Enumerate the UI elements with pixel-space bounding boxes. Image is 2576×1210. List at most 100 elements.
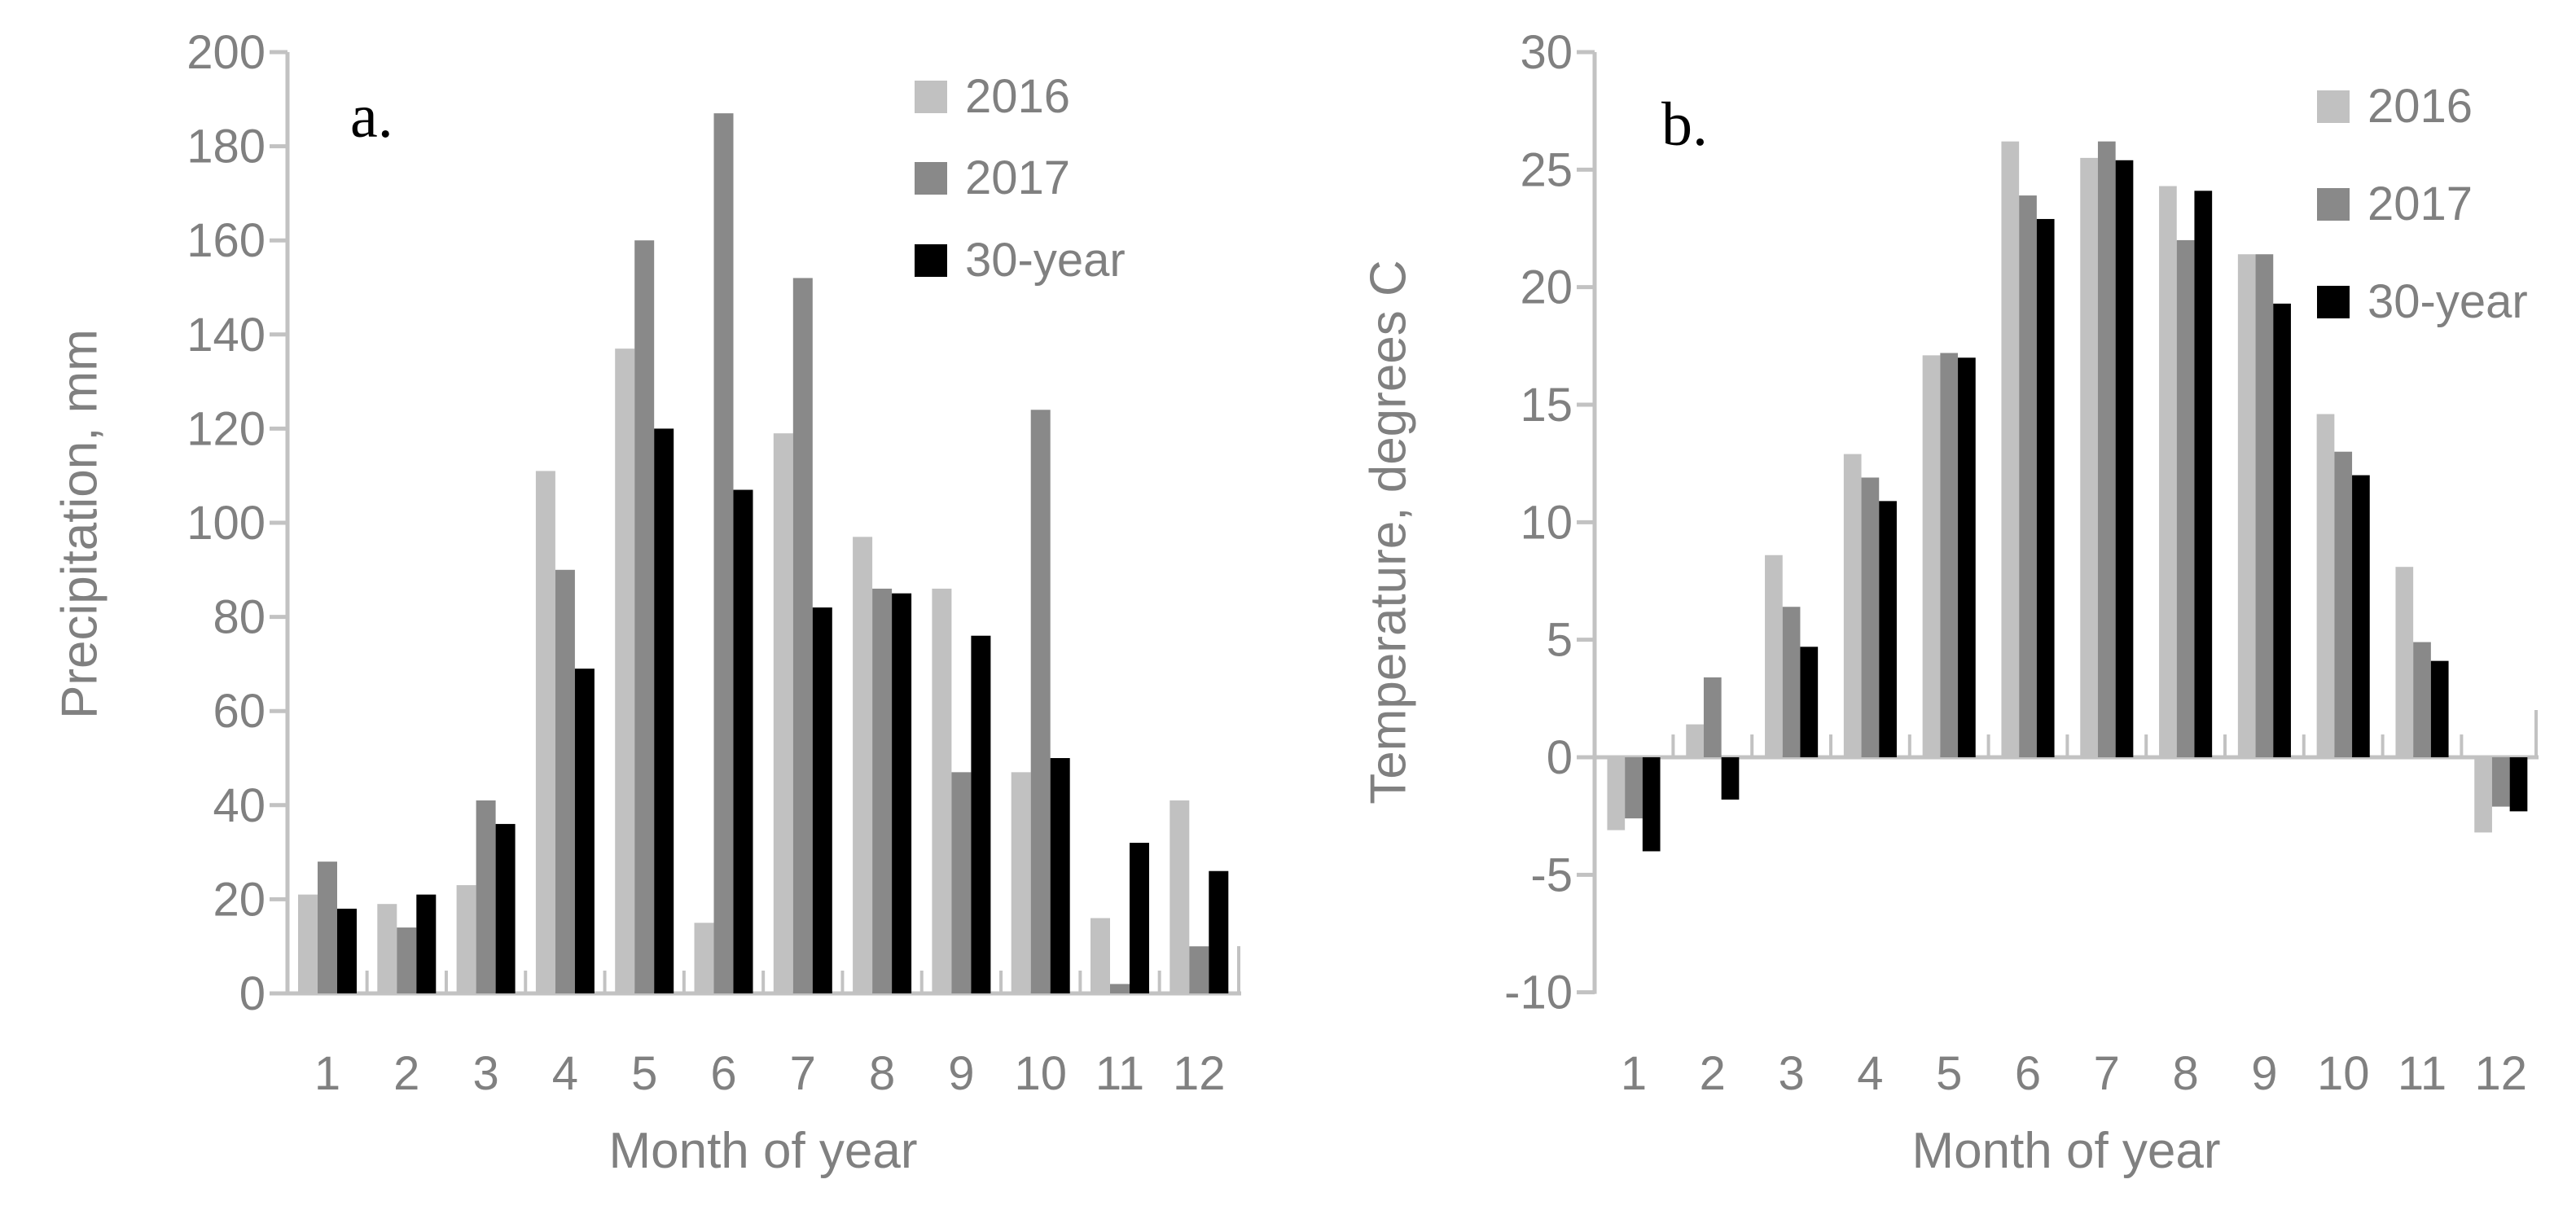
x-tick-label: 7 (2094, 1047, 2120, 1100)
y-tick-label: 100 (187, 497, 265, 550)
bar-2017-m11 (2413, 642, 2431, 757)
bar-2017-m7 (2097, 141, 2116, 757)
x-tick-label: 3 (472, 1047, 498, 1100)
bar-30-year-m4 (574, 669, 595, 993)
bar-2017-m12 (1189, 946, 1209, 993)
x-tick-label: 2 (393, 1047, 419, 1100)
legend-label-30-year-b: 30-year (2368, 275, 2528, 328)
x-tick-label: 3 (1778, 1047, 1804, 1100)
y-tick-label: 0 (239, 967, 265, 1020)
bar-30-year-m10 (2352, 475, 2370, 757)
x-tick-label: 5 (631, 1047, 657, 1100)
y-tick-label: 20 (1520, 261, 1573, 314)
legend-item-2017-b: 2017 (2317, 181, 2473, 228)
legend-swatch-30-year (915, 244, 947, 277)
bar-30-year-m6 (2036, 218, 2055, 757)
bar-2017-m1 (318, 861, 337, 993)
legend-swatch-30-year-b (2317, 286, 2350, 318)
bar-2017-m10 (1030, 410, 1051, 993)
legend-swatch-2017-b (2317, 188, 2350, 221)
bar-2017-m2 (397, 927, 417, 993)
legend-item-30-year: 30-year (915, 237, 1126, 284)
legend-swatch-2016-b (2317, 90, 2350, 123)
x-tick-label: 4 (1857, 1047, 1883, 1100)
y-tick-label: 40 (213, 779, 265, 832)
x-tick-label: 2 (1700, 1047, 1726, 1100)
x-tick-label: 1 (314, 1047, 340, 1100)
bar-2016-m9 (2237, 254, 2256, 758)
bar-2016-m2 (377, 904, 397, 993)
x-tick-label: 12 (1173, 1047, 1226, 1100)
bar-2016-m6 (694, 923, 714, 993)
y-tick-label: 15 (1520, 379, 1573, 432)
bar-2017-m10 (2334, 451, 2353, 757)
x-tick-label: 5 (1936, 1047, 1962, 1100)
bar-2016-m10 (1011, 772, 1031, 993)
legend-label-2016: 2016 (965, 70, 1071, 123)
bar-2017-m2 (1703, 677, 1722, 757)
bar-30-year-m3 (1800, 647, 1819, 757)
bar-30-year-m11 (2430, 660, 2449, 757)
bar-30-year-m12 (1209, 870, 1229, 993)
legend-swatch-2016 (915, 81, 947, 113)
month-axis-title-right: Month of year (1911, 1123, 2221, 1179)
legend-item-2016-b: 2016 (2317, 83, 2473, 130)
bar-2016-m8 (2159, 186, 2177, 758)
y-tick-label: 25 (1520, 143, 1573, 196)
y-tick-label: 30 (1520, 26, 1573, 79)
bar-30-year-m8 (2194, 191, 2213, 757)
bar-2017-m12 (2491, 757, 2510, 807)
bar-30-year-m11 (1130, 843, 1149, 993)
precipitation-axis-title: Precipitation, mm (51, 329, 108, 719)
bar-2017-m6 (713, 113, 734, 993)
bar-30-year-m1 (1642, 757, 1661, 852)
y-tick-label: 200 (187, 26, 265, 79)
x-tick-label: 7 (790, 1047, 816, 1100)
bar-2016-m3 (456, 885, 476, 993)
bar-30-year-m2 (1721, 757, 1740, 800)
bar-2017-m7 (792, 278, 813, 993)
bar-2017-m8 (2176, 239, 2195, 757)
x-tick-label: 9 (2251, 1047, 2277, 1100)
bar-30-year-m1 (337, 908, 357, 993)
bar-2016-m11 (1091, 918, 1110, 993)
bar-2017-m5 (1940, 353, 1959, 757)
x-tick-label: 10 (1014, 1047, 1067, 1100)
bar-2017-m4 (1861, 477, 1880, 757)
y-tick-label: 180 (187, 121, 265, 173)
bar-2016-m9 (932, 588, 952, 993)
bar-2017-m9 (2255, 254, 2274, 758)
bar-30-year-m2 (416, 894, 437, 993)
temperature-axis-title: Temperature, degrees C (1360, 260, 1417, 804)
bar-2017-m5 (634, 240, 655, 993)
bar-2017-m6 (2019, 195, 2037, 757)
x-tick-label: 6 (2015, 1047, 2041, 1100)
bar-2017-m4 (555, 569, 575, 993)
bar-30-year-m7 (2115, 160, 2134, 757)
y-tick-label: 60 (213, 685, 265, 738)
y-tick-label: 0 (1547, 731, 1573, 784)
bar-2016-m8 (853, 537, 873, 993)
bar-2017-m8 (872, 588, 893, 993)
bar-30-year-m3 (495, 823, 516, 993)
bar-30-year-m9 (2273, 303, 2291, 758)
legend-item-2017: 2017 (915, 155, 1070, 202)
bar-30-year-m5 (1958, 357, 1976, 757)
y-tick-label: 160 (187, 214, 265, 267)
bar-2016-m2 (1686, 724, 1704, 757)
panel-b-label: b. (1661, 90, 1708, 159)
bar-2017-m9 (951, 772, 972, 993)
x-tick-label: 4 (552, 1047, 578, 1100)
bar-2017-m3 (476, 800, 496, 993)
bar-30-year-m6 (733, 489, 753, 993)
bar-2016-m4 (1843, 454, 1862, 757)
bar-2016-m12 (1170, 800, 1190, 993)
bar-2016-m11 (2395, 567, 2414, 757)
bar-30-year-m10 (1050, 758, 1070, 993)
bar-2016-m6 (2001, 141, 2020, 757)
bar-30-year-m9 (971, 635, 991, 993)
legend-label-30-year: 30-year (965, 234, 1126, 287)
